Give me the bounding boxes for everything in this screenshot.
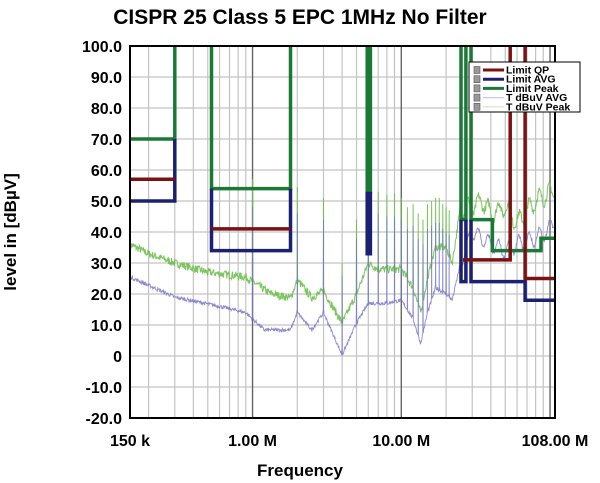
limit-limit-peak <box>130 46 177 141</box>
legend-checkbox <box>473 84 481 93</box>
legend-checkbox <box>473 93 481 102</box>
legend-label: T dBuV Peak <box>506 101 570 113</box>
limit-limit-avg <box>209 188 293 253</box>
limit-lines <box>130 46 555 302</box>
x-tick-label: 1.00 M <box>228 433 277 450</box>
traces <box>129 179 556 356</box>
y-tick-label: 60.0 <box>91 163 122 180</box>
plot-frame <box>129 45 556 419</box>
chart-title: CISPR 25 Class 5 EPC 1MHz No Filter <box>113 6 486 29</box>
limit-limit-avg <box>365 191 373 256</box>
x-axis-label: Frequency <box>257 461 344 480</box>
y-tick-label: 0 <box>113 349 122 366</box>
y-tick-label: 30.0 <box>91 256 122 273</box>
y-axis-label: level in [dBµV] <box>1 173 20 290</box>
limit-limit-peak <box>365 46 373 194</box>
legend-checkbox <box>473 75 481 83</box>
y-tick-label: -20.0 <box>86 411 123 428</box>
limit-limit-peak <box>459 46 468 222</box>
y-tick-label: 40.0 <box>91 225 122 242</box>
legend-checkbox <box>473 103 481 111</box>
y-tick-label: 100.0 <box>82 39 122 56</box>
y-tick-label: 10.0 <box>91 318 122 335</box>
trace-avg <box>129 207 556 356</box>
y-axis-ticks: 100.0 90.0 80.0 70.0 60.0 50.0 40.0 30.0 20.0 10.… <box>82 39 122 428</box>
legend-label: Limit Peak <box>506 83 559 95</box>
x-axis-ticks: 150 k 1.00 M 10.00 M 108.00 M <box>110 433 588 450</box>
legend-checkbox <box>473 66 481 74</box>
limit-limit-avg <box>130 139 177 203</box>
limit-limit-peak <box>209 46 293 191</box>
x-tick-label: 150 k <box>110 433 150 450</box>
limit-limit-qp <box>463 46 512 262</box>
legend-label: Limit AVG <box>506 74 556 86</box>
y-tick-label: 20.0 <box>91 287 122 304</box>
trace-peak <box>129 179 556 325</box>
legend-label: Limit QP <box>506 65 549 77</box>
y-tick-label: 50.0 <box>91 194 122 211</box>
y-tick-label: -10.0 <box>86 380 123 397</box>
y-tick-label: 70.0 <box>91 132 122 149</box>
x-tick-label: 10.00 M <box>372 433 430 450</box>
x-tick-label: 108.00 M <box>522 433 589 450</box>
limit-limit-avg <box>459 219 468 284</box>
y-tick-label: 80.0 <box>91 101 122 118</box>
y-tick-label: 90.0 <box>91 70 122 87</box>
limit-limit-qp <box>523 46 555 281</box>
legend-label: T dBuV AVG <box>506 92 567 104</box>
